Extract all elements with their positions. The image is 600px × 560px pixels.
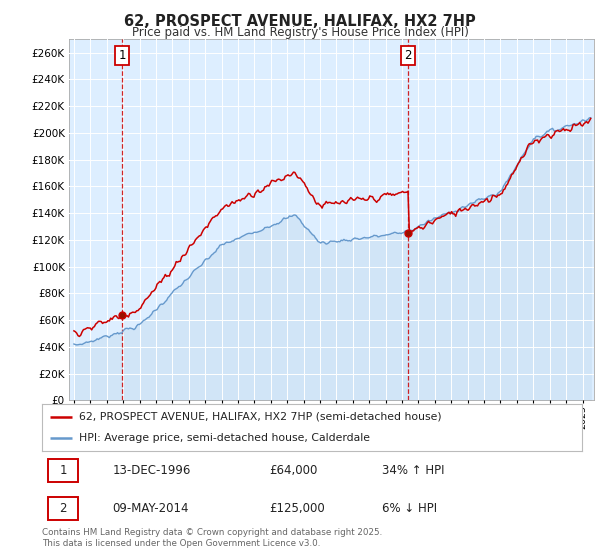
Text: 62, PROSPECT AVENUE, HALIFAX, HX2 7HP (semi-detached house): 62, PROSPECT AVENUE, HALIFAX, HX2 7HP (s… (79, 412, 442, 422)
Text: 1: 1 (119, 49, 126, 62)
Text: HPI: Average price, semi-detached house, Calderdale: HPI: Average price, semi-detached house,… (79, 433, 370, 444)
Bar (49, 459, 78, 482)
Text: 34% ↑ HPI: 34% ↑ HPI (382, 464, 445, 477)
Text: Price paid vs. HM Land Registry's House Price Index (HPI): Price paid vs. HM Land Registry's House … (131, 26, 469, 39)
Text: 1: 1 (59, 464, 67, 477)
Text: 09-MAY-2014: 09-MAY-2014 (112, 502, 189, 515)
Text: 2: 2 (59, 502, 67, 515)
Bar (49, 497, 78, 520)
Text: 2: 2 (404, 49, 412, 62)
Text: £125,000: £125,000 (269, 502, 325, 515)
Text: Contains HM Land Registry data © Crown copyright and database right 2025.
This d: Contains HM Land Registry data © Crown c… (42, 528, 382, 548)
Text: 13-DEC-1996: 13-DEC-1996 (112, 464, 191, 477)
Text: £64,000: £64,000 (269, 464, 317, 477)
Text: 6% ↓ HPI: 6% ↓ HPI (382, 502, 437, 515)
Text: 62, PROSPECT AVENUE, HALIFAX, HX2 7HP: 62, PROSPECT AVENUE, HALIFAX, HX2 7HP (124, 14, 476, 29)
